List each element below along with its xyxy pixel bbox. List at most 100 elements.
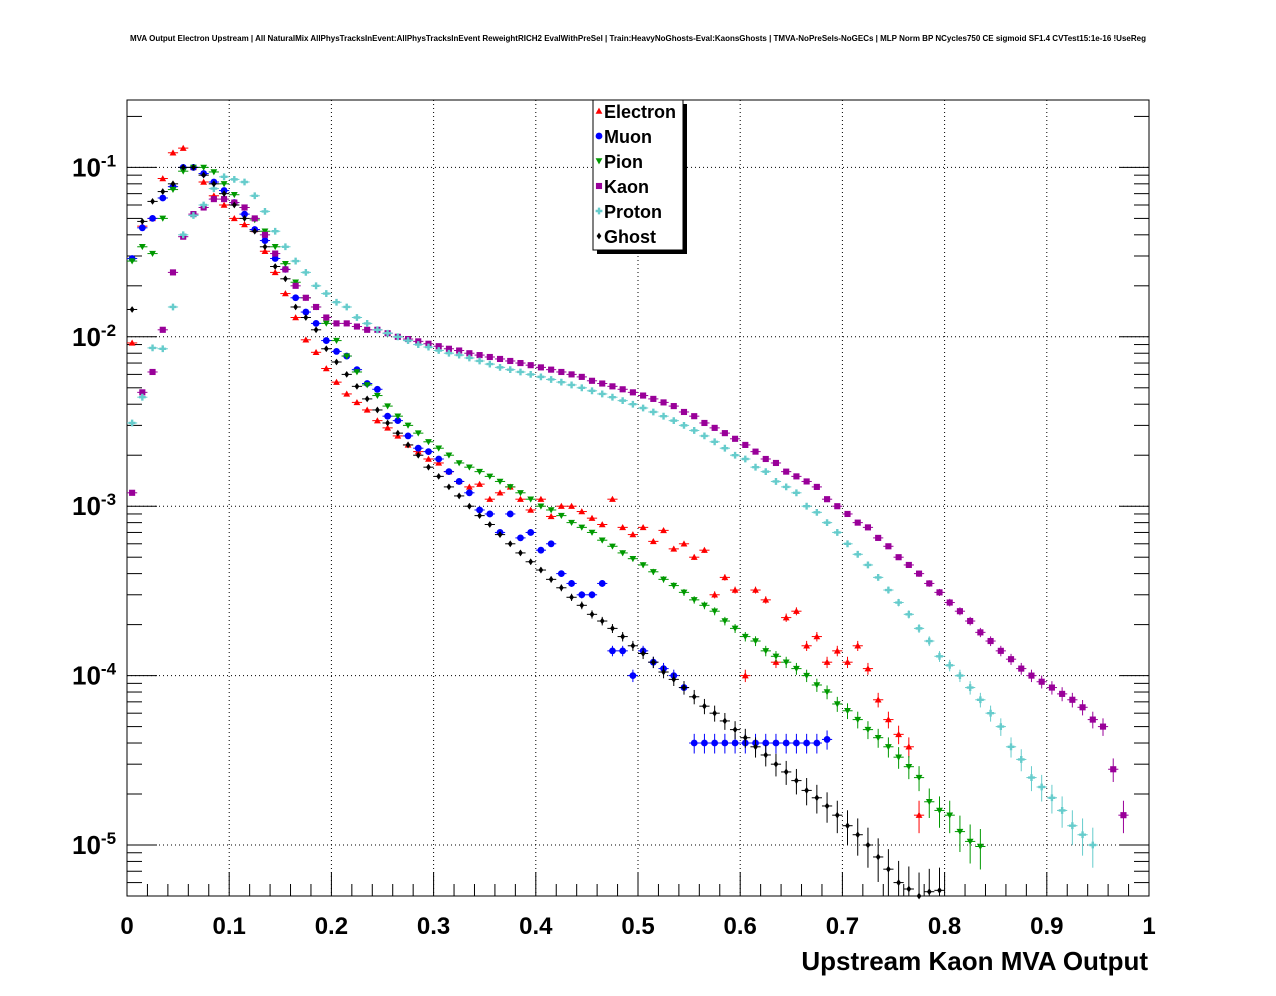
electron-point bbox=[292, 314, 300, 321]
legend-marker-proton bbox=[595, 207, 603, 215]
ghost-point bbox=[262, 243, 268, 251]
kaon-point bbox=[578, 373, 585, 380]
pion-point bbox=[210, 169, 218, 176]
muon-point bbox=[690, 739, 698, 747]
pion-point bbox=[496, 478, 504, 485]
proton-point bbox=[793, 489, 800, 497]
ghost-point bbox=[170, 180, 176, 188]
pion-point bbox=[772, 653, 780, 660]
muon-point bbox=[803, 739, 811, 747]
muon-point bbox=[159, 194, 167, 202]
ghost-point bbox=[272, 263, 278, 270]
pion-point bbox=[333, 337, 340, 344]
ghost-point bbox=[354, 382, 360, 390]
proton-point bbox=[884, 586, 892, 594]
proton-point bbox=[506, 366, 514, 374]
muon-point bbox=[578, 591, 586, 599]
ghost-point bbox=[845, 822, 850, 830]
kaon-point bbox=[967, 617, 974, 625]
electron-point bbox=[752, 586, 759, 593]
ghost-point bbox=[926, 888, 932, 896]
kaon-point bbox=[701, 419, 708, 427]
pion-point bbox=[884, 744, 892, 751]
ghost-point bbox=[446, 483, 452, 491]
pion-point bbox=[813, 682, 821, 689]
proton-point bbox=[557, 378, 565, 386]
ghost-point bbox=[691, 693, 697, 701]
proton-point bbox=[251, 192, 259, 200]
muon-point bbox=[793, 739, 800, 747]
kaon-point bbox=[680, 408, 688, 416]
electron-point bbox=[557, 502, 565, 509]
muon-point bbox=[609, 647, 616, 655]
pion-point bbox=[905, 763, 913, 771]
electron-point bbox=[312, 348, 320, 356]
proton-point bbox=[445, 349, 453, 357]
proton-point bbox=[925, 637, 933, 645]
kaon-point bbox=[997, 647, 1004, 654]
pion-point bbox=[803, 672, 811, 680]
kaon-point bbox=[721, 430, 728, 437]
electron-point bbox=[598, 521, 606, 528]
proton-point bbox=[486, 360, 494, 368]
legend-marker-electron bbox=[595, 107, 603, 114]
ghost-point bbox=[548, 575, 554, 583]
kaon-point bbox=[169, 269, 177, 276]
ghost-point bbox=[671, 675, 677, 683]
ghost-point bbox=[712, 709, 718, 717]
muon-point bbox=[813, 739, 821, 747]
y-tick-label: 10-5 bbox=[72, 829, 116, 860]
proton-point bbox=[905, 610, 913, 618]
ghost-point bbox=[640, 650, 646, 657]
proton-point bbox=[465, 354, 473, 362]
ghost-point bbox=[201, 171, 207, 179]
electron-point bbox=[384, 424, 392, 431]
proton-point bbox=[353, 314, 361, 321]
ghost-point bbox=[650, 658, 656, 666]
muon-point bbox=[568, 580, 575, 587]
muon-point bbox=[772, 739, 780, 747]
electron-point bbox=[649, 537, 657, 545]
proton-point bbox=[936, 652, 943, 660]
ghost-point bbox=[160, 188, 166, 195]
electron-point bbox=[568, 502, 575, 509]
pion-point bbox=[660, 576, 667, 583]
muon-point bbox=[394, 417, 402, 425]
proton-point bbox=[1007, 743, 1015, 751]
pion-point bbox=[701, 602, 708, 609]
pion-point bbox=[629, 555, 637, 563]
electron-point bbox=[241, 221, 248, 228]
kaon-point bbox=[456, 347, 463, 354]
pion-point bbox=[619, 550, 627, 557]
ghost-point bbox=[865, 841, 871, 849]
kaon-point bbox=[599, 380, 606, 387]
ghost-point bbox=[558, 584, 564, 592]
pion-point bbox=[455, 460, 463, 467]
proton-point bbox=[455, 351, 463, 359]
electron-point bbox=[578, 508, 586, 515]
kaon-point bbox=[813, 483, 820, 490]
muon-point bbox=[149, 215, 156, 222]
proton-point bbox=[1089, 841, 1097, 849]
electron-point bbox=[425, 455, 432, 462]
chart-title: MVA Output Electron Upstream | All Natur… bbox=[130, 34, 1146, 43]
ghost-point bbox=[794, 777, 799, 784]
pion-point bbox=[394, 413, 402, 420]
kaon-point bbox=[364, 326, 371, 333]
kaon-point bbox=[824, 496, 831, 503]
kaon-point bbox=[793, 473, 800, 480]
proton-point bbox=[701, 432, 708, 440]
ghost-point bbox=[323, 345, 329, 353]
pion-point bbox=[404, 422, 412, 429]
electron-point bbox=[496, 489, 504, 496]
muon-point bbox=[414, 444, 422, 452]
kaon-point bbox=[558, 368, 565, 376]
pion-point bbox=[782, 659, 790, 666]
muon-point bbox=[138, 224, 146, 232]
proton-point bbox=[414, 341, 422, 348]
x-tick-label: 0.8 bbox=[928, 913, 961, 940]
kaon-point bbox=[496, 355, 504, 363]
electron-point bbox=[179, 144, 187, 151]
pion-point bbox=[854, 716, 862, 723]
x-axis-label: Upstream Kaon MVA Output bbox=[801, 946, 1148, 976]
